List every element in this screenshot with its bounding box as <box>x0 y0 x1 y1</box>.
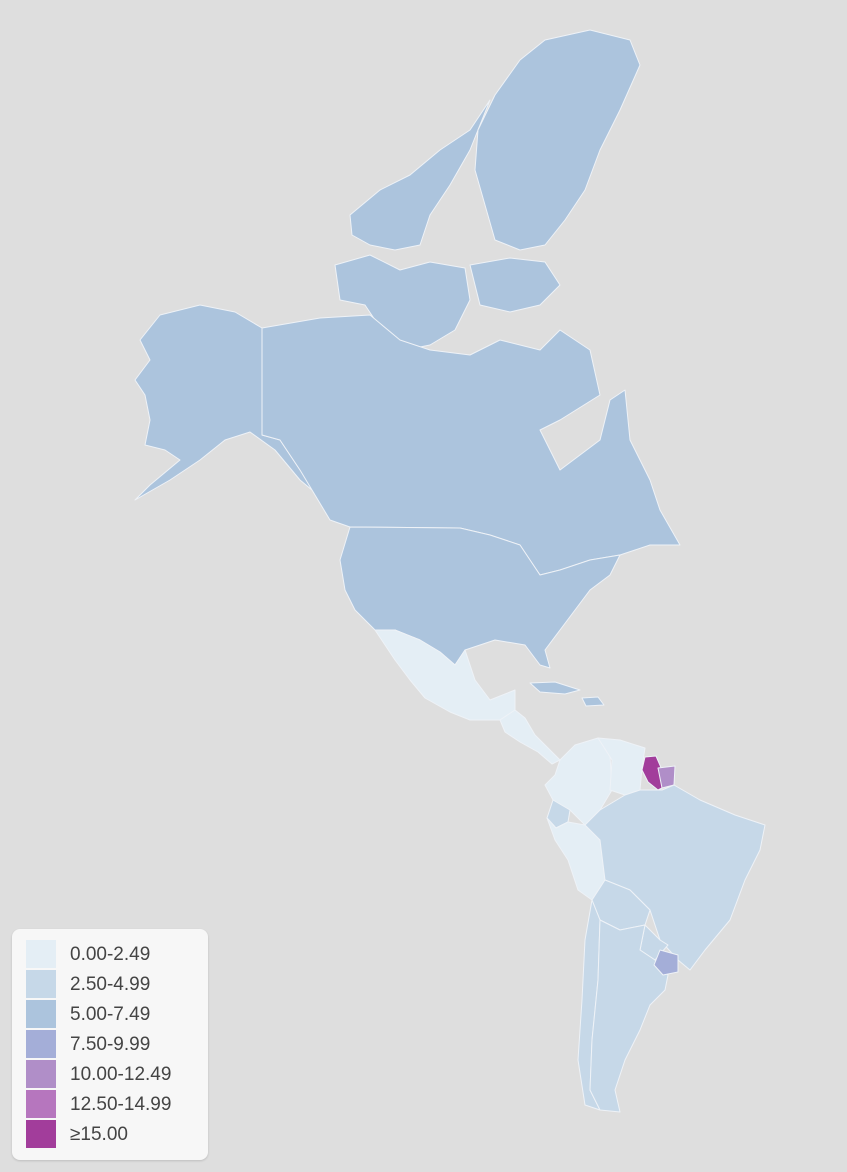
region-mexico[interactable] <box>374 629 516 721</box>
legend-swatch <box>26 1060 56 1088</box>
legend-label: 12.50-14.99 <box>70 1094 172 1115</box>
region-central-america[interactable] <box>499 709 561 765</box>
legend: 0.00-2.49 2.50-4.99 5.00-7.49 7.50-9.99 … <box>12 929 208 1160</box>
legend-label: 0.00-2.49 <box>70 944 151 965</box>
region-argentina[interactable] <box>589 919 669 1113</box>
legend-swatch <box>26 1090 56 1118</box>
legend-swatch <box>26 1000 56 1028</box>
legend-label: 10.00-12.49 <box>70 1064 172 1085</box>
legend-label: ≥15.00 <box>70 1124 128 1145</box>
legend-label: 5.00-7.49 <box>70 1004 151 1025</box>
legend-swatch <box>26 1120 56 1148</box>
region-cuba[interactable] <box>529 681 581 695</box>
legend-item: 2.50-4.99 <box>26 970 201 998</box>
region-hispaniola[interactable] <box>581 696 605 707</box>
legend-swatch <box>26 940 56 968</box>
legend-item: 12.50-14.99 <box>26 1090 201 1118</box>
region-uruguay[interactable] <box>653 949 679 976</box>
legend-item: 7.50-9.99 <box>26 1030 201 1058</box>
region-greenland[interactable] <box>474 29 641 251</box>
legend-item: 10.00-12.49 <box>26 1060 201 1088</box>
legend-item: ≥15.00 <box>26 1120 201 1148</box>
legend-label: 7.50-9.99 <box>70 1034 151 1055</box>
legend-swatch <box>26 970 56 998</box>
legend-item: 5.00-7.49 <box>26 1000 201 1028</box>
region-canada-arctic-islands[interactable] <box>334 99 561 351</box>
legend-item: 0.00-2.49 <box>26 940 201 968</box>
legend-label: 2.50-4.99 <box>70 974 151 995</box>
legend-swatch <box>26 1030 56 1058</box>
